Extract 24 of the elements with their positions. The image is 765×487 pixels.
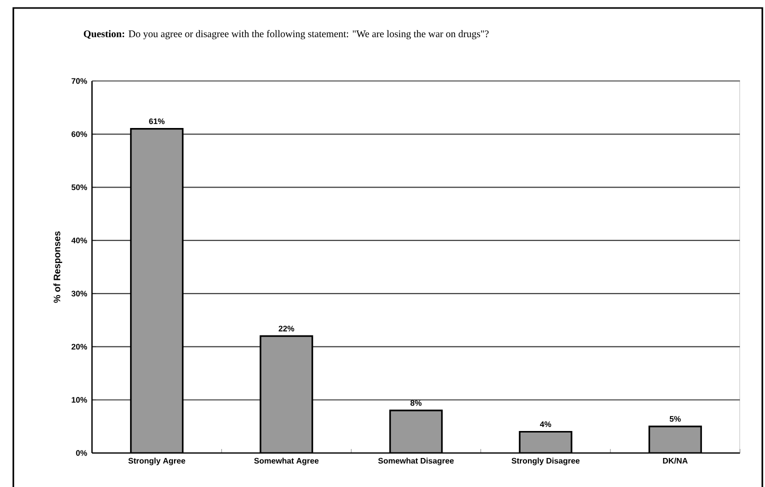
- data-label: 4%: [540, 421, 552, 428]
- x-tick-label: DK/NA: [663, 458, 688, 464]
- x-tick-label: Somewhat Disagree: [378, 458, 454, 466]
- bar: [130, 128, 184, 453]
- bar: [389, 410, 443, 453]
- x-tick-label: Strongly Agree: [128, 458, 186, 466]
- data-label: 8%: [410, 400, 422, 406]
- bar: [648, 426, 702, 453]
- y-tick-label: 30%: [71, 290, 88, 296]
- bar: [260, 335, 314, 453]
- y-tick-label: 20%: [72, 344, 88, 350]
- y-tick-label: 0%: [76, 450, 88, 456]
- y-tick-label: 60%: [72, 131, 88, 137]
- chart-title: Question: Do you agree or disagree with the following statement: "We are losing the war on drugs"?: [84, 30, 489, 40]
- x-tick-label: Strongly Disagree: [512, 458, 580, 466]
- data-label: 61%: [149, 118, 165, 124]
- y-tick-label: 10%: [72, 397, 88, 403]
- data-label: 5%: [670, 416, 681, 422]
- y-tick-label: 70%: [72, 78, 88, 84]
- y-tick-label: 40%: [71, 238, 88, 244]
- data-label: 22%: [278, 326, 294, 332]
- y-tick-label: 50%: [72, 184, 88, 190]
- y-axis-title: % of Responses: [53, 231, 62, 303]
- x-tick-label: Somewhat Agree: [254, 458, 319, 466]
